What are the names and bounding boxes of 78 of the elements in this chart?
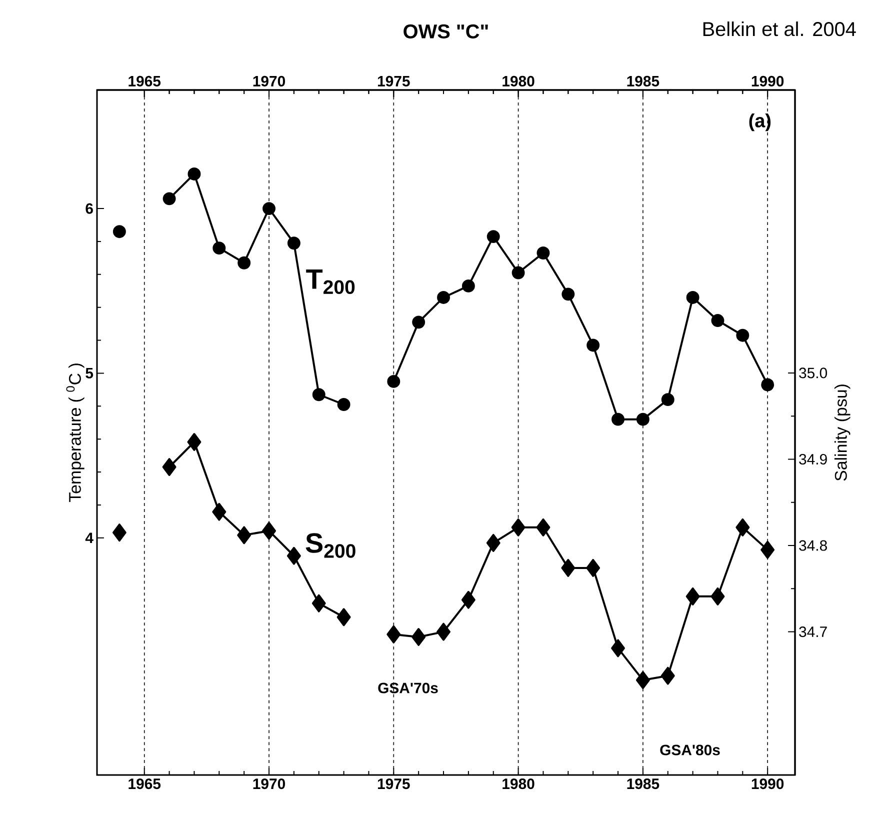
point [511, 518, 526, 536]
point [686, 290, 700, 304]
text: Belkin et al. 2004 [703, 22, 856, 36]
x-tick-label: 1970 [253, 778, 285, 790]
series-label: S$_{200}$ [306, 533, 356, 558]
series-label: T$_{200}$ [306, 270, 355, 294]
y2-tick-label: 34.8 [799, 540, 827, 551]
point [262, 202, 276, 216]
y-tick-label: 4 [85, 532, 94, 544]
x2-tick-label: 1985 [627, 76, 660, 86]
point [162, 458, 176, 476]
point [386, 625, 401, 644]
point [312, 594, 326, 612]
point [562, 288, 575, 301]
x-tick-label: 1985 [627, 778, 660, 790]
point [188, 167, 201, 180]
point [636, 671, 650, 690]
point [512, 266, 525, 280]
point [286, 546, 301, 565]
x-tick-label: 1980 [502, 778, 534, 790]
y-tick-label: 6 [86, 203, 93, 214]
point [287, 236, 300, 250]
point [686, 587, 700, 606]
point [611, 639, 625, 658]
point [760, 540, 775, 559]
point [536, 246, 550, 260]
point [661, 393, 674, 406]
point [536, 518, 550, 536]
x2-tick-label: 1965 [128, 76, 161, 86]
annotation: (a) [749, 114, 771, 132]
y2-axis-title: Salinity (psu) [834, 384, 850, 481]
y-tick-label: 5 [86, 368, 94, 378]
point [336, 608, 351, 626]
y-axis-title: Temperature ( $^{0}$C ) [66, 364, 84, 502]
point [437, 290, 450, 304]
point [112, 225, 126, 238]
point [337, 398, 350, 411]
point [436, 622, 450, 641]
x2-tick-label: 1970 [253, 76, 285, 86]
point [486, 230, 500, 244]
point [711, 314, 724, 328]
x2-tick-label: 1980 [502, 76, 534, 86]
point [237, 526, 252, 544]
point [461, 590, 476, 609]
x-tick-label: 1975 [378, 778, 410, 790]
point [212, 502, 226, 521]
point [486, 534, 500, 552]
point [736, 518, 750, 536]
point [312, 388, 326, 402]
point [462, 279, 475, 292]
x-tick-label: 1990 [752, 778, 784, 790]
annotation: GSA'70s [378, 682, 438, 694]
point [586, 558, 600, 577]
y2-tick-label: 34.7 [799, 626, 827, 638]
point [187, 433, 202, 451]
y2-tick-label: 35.0 [799, 368, 828, 378]
point [761, 378, 774, 392]
x-tick-label: 1965 [128, 778, 161, 790]
point [612, 412, 624, 426]
point [736, 328, 750, 342]
point [262, 522, 276, 540]
point [212, 242, 226, 255]
x2-tick-label: 1990 [752, 76, 784, 86]
x2-tick-label: 1975 [378, 76, 410, 86]
point [636, 412, 650, 426]
point [412, 628, 426, 646]
chart-title: OWS "C" [404, 24, 488, 38]
annotation: GSA'80s [660, 744, 720, 756]
point [710, 587, 725, 606]
y2-tick-label: 34.9 [799, 454, 827, 465]
point [112, 524, 126, 542]
point [162, 192, 176, 206]
point [586, 338, 600, 352]
point [412, 316, 426, 329]
point [238, 256, 251, 270]
point [561, 558, 576, 577]
point [660, 666, 675, 685]
point [387, 374, 400, 388]
